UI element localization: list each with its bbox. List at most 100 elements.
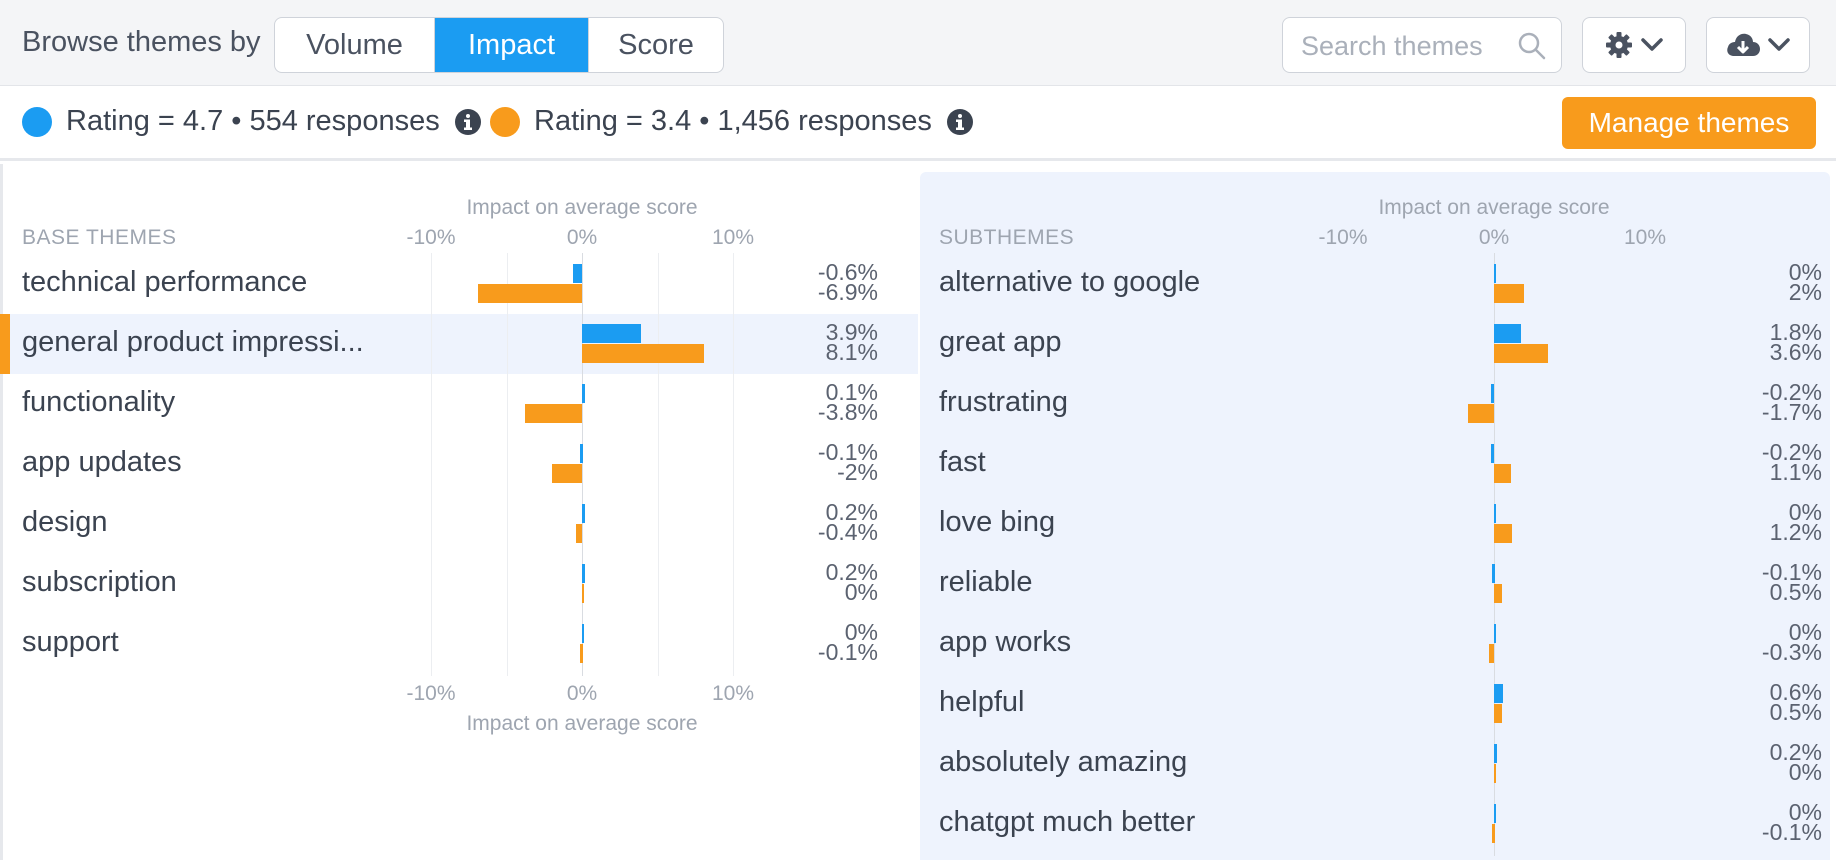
- theme-label[interactable]: reliable: [939, 566, 1033, 598]
- data-label: -0.1%: [1761, 559, 1822, 585]
- bar-high-rating[interactable]: [1490, 384, 1494, 403]
- theme-label[interactable]: great app: [939, 326, 1062, 358]
- data-label: 0.2%: [825, 499, 878, 525]
- cloud-download-icon: [1727, 33, 1760, 56]
- bar-high-rating[interactable]: [582, 564, 586, 583]
- data-label: -0.6%: [817, 259, 878, 285]
- bar-high-rating[interactable]: [582, 324, 641, 343]
- data-label: -0.1%: [1761, 819, 1822, 845]
- bar-high-rating[interactable]: [1494, 744, 1498, 763]
- bar-low-rating[interactable]: [1468, 404, 1494, 423]
- bar-high-rating[interactable]: [1494, 684, 1504, 703]
- bar-low-rating[interactable]: [1494, 524, 1513, 543]
- theme-label[interactable]: absolutely amazing: [939, 746, 1188, 778]
- bar-high-rating[interactable]: [582, 384, 585, 403]
- bar-low-rating[interactable]: [1494, 764, 1496, 783]
- bar-high-rating[interactable]: [1494, 504, 1496, 523]
- bar-high-rating[interactable]: [582, 624, 584, 643]
- theme-label[interactable]: helpful: [939, 686, 1025, 718]
- table-row-selected[interactable]: [0, 314, 918, 374]
- axis-tick-label: 0%: [566, 682, 598, 705]
- axis-title: Impact on average score: [466, 712, 698, 735]
- theme-label[interactable]: functionality: [22, 386, 176, 418]
- theme-label[interactable]: app updates: [22, 446, 182, 478]
- bar-high-rating[interactable]: [1492, 564, 1496, 583]
- data-label: 0.5%: [1769, 579, 1822, 605]
- data-label: 0%: [1788, 499, 1822, 525]
- search-input[interactable]: [1301, 28, 1511, 64]
- legend-label: Rating = 4.7 • 554 responses: [66, 105, 440, 137]
- bar-low-rating[interactable]: [1494, 464, 1511, 483]
- bar-high-rating[interactable]: [582, 504, 586, 523]
- data-label: 0.2%: [1769, 739, 1822, 765]
- theme-label[interactable]: subscription: [22, 566, 177, 598]
- bar-low-rating[interactable]: [1494, 284, 1525, 303]
- bar-low-rating[interactable]: [524, 404, 582, 423]
- zero-line: [1494, 253, 1495, 856]
- data-label: 0%: [1788, 759, 1822, 785]
- info-icon[interactable]: [946, 108, 974, 136]
- info-icon[interactable]: [454, 108, 482, 136]
- legend-dot-blue: [22, 106, 52, 137]
- bar-low-rating[interactable]: [580, 644, 584, 663]
- data-label: -0.2%: [1761, 379, 1822, 405]
- bar-high-rating[interactable]: [1494, 264, 1496, 283]
- base-themes-panel: [0, 164, 918, 860]
- search-box: [1282, 17, 1562, 73]
- section-title: SUBTHEMES: [939, 226, 1075, 249]
- search-icon[interactable]: [1517, 31, 1547, 61]
- theme-label[interactable]: technical performance: [22, 266, 308, 298]
- theme-label[interactable]: love bing: [939, 506, 1056, 538]
- legend-dot-orange: [490, 106, 520, 137]
- theme-label[interactable]: support: [22, 626, 119, 658]
- impact-button[interactable]: Impact: [435, 18, 589, 72]
- bar-low-rating[interactable]: [582, 584, 584, 603]
- theme-label[interactable]: fast: [939, 446, 986, 478]
- volume-button[interactable]: Volume: [275, 18, 435, 72]
- download-button[interactable]: [1706, 17, 1810, 73]
- data-label: 1.1%: [1769, 459, 1822, 485]
- data-label: -0.1%: [817, 439, 878, 465]
- bar-high-rating[interactable]: [1494, 324, 1522, 343]
- theme-label[interactable]: app works: [939, 626, 1072, 658]
- data-label: -0.4%: [817, 519, 878, 545]
- section-title: BASE THEMES: [22, 226, 177, 249]
- bar-low-rating[interactable]: [582, 344, 705, 363]
- data-label: 2%: [1788, 279, 1822, 305]
- bar-high-rating[interactable]: [572, 264, 582, 283]
- bar-low-rating[interactable]: [1494, 584, 1502, 603]
- score-button[interactable]: Score: [618, 28, 694, 61]
- legend-item-low-rating: Rating = 3.4 • 1,456 responses: [490, 105, 974, 138]
- theme-label[interactable]: alternative to google: [939, 266, 1201, 298]
- bar-low-rating[interactable]: [575, 524, 582, 543]
- data-label: -3.8%: [817, 399, 878, 425]
- selection-marker: [0, 314, 10, 374]
- bar-low-rating[interactable]: [1489, 644, 1494, 663]
- bar-low-rating[interactable]: [1494, 704, 1502, 723]
- data-label: 0.6%: [1769, 679, 1822, 705]
- bar-low-rating[interactable]: [477, 284, 582, 303]
- bar-low-rating[interactable]: [1492, 824, 1496, 843]
- zero-line: [582, 253, 583, 676]
- data-label: 8.1%: [825, 339, 878, 365]
- bar-high-rating[interactable]: [580, 444, 584, 463]
- manage-themes-button[interactable]: Manage themes: [1562, 97, 1816, 149]
- data-label: -6.9%: [817, 279, 878, 305]
- theme-label[interactable]: general product impressi...: [22, 326, 364, 358]
- bar-high-rating[interactable]: [1494, 804, 1496, 823]
- bar-low-rating[interactable]: [1494, 344, 1549, 363]
- bar-high-rating[interactable]: [1490, 444, 1494, 463]
- bar-low-rating[interactable]: [551, 464, 582, 483]
- legend-label: Rating = 3.4 • 1,456 responses: [534, 105, 932, 137]
- gridline: [657, 253, 659, 676]
- theme-label[interactable]: chatgpt much better: [939, 806, 1196, 838]
- settings-button[interactable]: [1582, 17, 1686, 73]
- theme-label[interactable]: frustrating: [939, 386, 1068, 418]
- data-label: 0.2%: [825, 559, 878, 585]
- chevron-down-icon: [1641, 38, 1663, 51]
- data-label: 1.2%: [1769, 519, 1822, 545]
- bar-high-rating[interactable]: [1494, 624, 1496, 643]
- data-label: 3.9%: [825, 319, 878, 345]
- browse-label: Browse themes by: [22, 26, 261, 58]
- theme-label[interactable]: design: [22, 506, 108, 538]
